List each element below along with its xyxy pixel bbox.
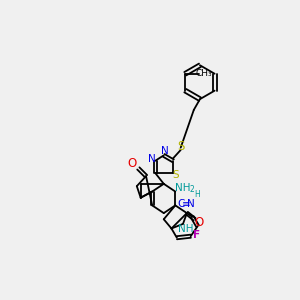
Text: C: C xyxy=(178,199,185,209)
Text: 2: 2 xyxy=(190,185,195,194)
Text: S: S xyxy=(173,169,179,180)
Text: N: N xyxy=(187,199,195,209)
Text: O: O xyxy=(128,157,137,170)
Text: ≡: ≡ xyxy=(182,199,190,209)
Text: N: N xyxy=(161,146,168,157)
Text: S: S xyxy=(177,140,184,153)
Text: H: H xyxy=(194,190,200,199)
Text: O: O xyxy=(195,216,204,229)
Text: N: N xyxy=(148,154,155,164)
Text: NH: NH xyxy=(178,224,194,233)
Text: F: F xyxy=(193,230,200,240)
Text: CH₃: CH₃ xyxy=(195,69,212,78)
Text: NH: NH xyxy=(175,184,191,194)
